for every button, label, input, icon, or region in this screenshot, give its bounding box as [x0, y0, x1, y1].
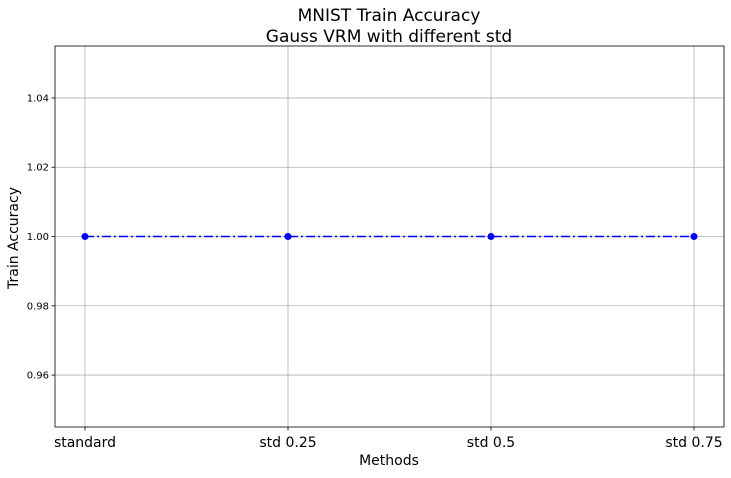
data-point	[690, 233, 698, 240]
y-tick-label: 0.98	[27, 301, 49, 312]
y-tick-label: 1.02	[27, 163, 49, 174]
y-tick-label: 1.00	[27, 232, 49, 243]
y-tick-label: 0.96	[27, 371, 49, 382]
chart-title: MNIST Train Accuracy	[298, 6, 481, 26]
data-point	[284, 233, 292, 240]
x-axis-label: Methods	[359, 453, 419, 469]
y-axis-label: Train Accuracy	[6, 187, 22, 290]
data-point	[487, 233, 495, 240]
x-tick-label: std 0.75	[665, 435, 722, 451]
y-axis-ticks: 0.96 0.98 1.00 1.02 1.04	[27, 93, 55, 382]
x-tick-label: std 0.25	[259, 435, 316, 451]
y-tick-label: 1.04	[27, 93, 49, 104]
chart-subtitle: Gauss VRM with different std	[266, 27, 512, 47]
series-layer	[81, 233, 698, 240]
x-axis-ticks: standard std 0.25 std 0.5 std 0.75	[54, 427, 723, 451]
x-tick-label: standard	[54, 435, 116, 451]
x-tick-label: std 0.5	[467, 435, 515, 451]
data-point	[81, 233, 89, 240]
